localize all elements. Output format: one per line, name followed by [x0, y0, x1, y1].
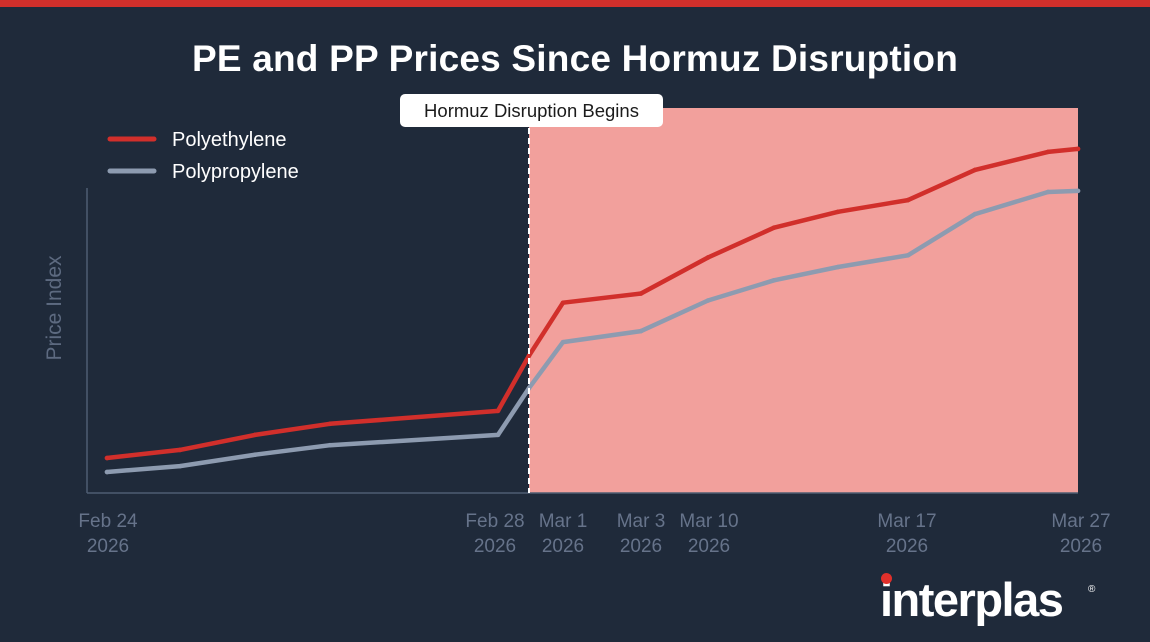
data-point-polyethylene-11 — [905, 197, 911, 203]
data-point-polyethylene-7 — [638, 291, 644, 296]
data-point-polypropylene-6 — [560, 339, 566, 345]
x-tick-label-1: Feb 28 — [465, 511, 524, 532]
x-tick-year-0: 2026 — [87, 536, 129, 557]
y-axis-label: Price Index — [43, 255, 66, 361]
data-point-polypropylene-13 — [1045, 189, 1051, 195]
brand-logo: interplas — [880, 572, 1064, 628]
data-point-polypropylene-14 — [1075, 188, 1081, 194]
data-point-polyethylene-13 — [1045, 149, 1051, 155]
data-point-polyethylene-3 — [327, 421, 333, 427]
x-tick-year-3: 2026 — [620, 536, 662, 557]
data-point-polypropylene-4 — [495, 432, 501, 438]
data-point-polyethylene-1 — [177, 447, 183, 453]
x-tick-year-4: 2026 — [688, 536, 730, 557]
disruption-shaded-area — [529, 108, 1078, 493]
x-tick-year-2: 2026 — [542, 536, 584, 557]
data-point-polyethylene-4 — [495, 408, 501, 414]
data-point-polypropylene-8 — [705, 298, 711, 303]
event-callout-box — [400, 94, 663, 127]
data-point-polypropylene-9 — [771, 277, 777, 283]
legend-label-polypropylene: Polypropylene — [172, 161, 299, 183]
data-point-polypropylene-7 — [638, 328, 644, 334]
data-point-polypropylene-12 — [972, 211, 978, 217]
x-tick-label-4: Mar 10 — [679, 511, 738, 532]
top-accent-bar — [0, 0, 1150, 7]
data-point-polyethylene-10 — [835, 209, 841, 215]
x-tick-label-6: Mar 27 — [1051, 511, 1110, 532]
data-point-polyethylene-8 — [705, 255, 711, 260]
data-point-polyethylene-5 — [526, 353, 532, 359]
x-tick-year-6: 2026 — [1060, 536, 1102, 557]
brand-logo-text: interplas — [880, 573, 1064, 626]
x-tick-label-3: Mar 3 — [617, 511, 666, 532]
x-tick-label-5: Mar 17 — [877, 511, 936, 532]
data-point-polyethylene-0 — [104, 455, 110, 461]
data-point-polypropylene-0 — [104, 469, 110, 475]
data-point-polyethylene-9 — [771, 225, 777, 230]
legend-label-polyethylene: Polyethylene — [172, 129, 287, 151]
logo-dot-icon — [881, 573, 892, 584]
registered-mark-icon: ® — [1088, 584, 1096, 595]
data-point-polypropylene-11 — [905, 252, 911, 258]
data-point-polypropylene-2 — [252, 452, 258, 458]
x-tick-label-2: Mar 1 — [539, 511, 588, 532]
data-point-polypropylene-1 — [177, 463, 183, 469]
data-point-polyethylene-2 — [252, 432, 258, 438]
chart-title: PE and PP Prices Since Hormuz Disruption — [191, 38, 958, 79]
x-tick-year-5: 2026 — [886, 536, 928, 557]
event-callout-label: Hormuz Disruption Begins — [424, 100, 639, 121]
data-point-polypropylene-3 — [327, 442, 333, 448]
x-tick-year-1: 2026 — [474, 536, 516, 557]
data-point-polypropylene-10 — [835, 264, 841, 270]
x-tick-label-0: Feb 24 — [78, 511, 138, 532]
data-point-polyethylene-12 — [972, 167, 978, 173]
data-point-polyethylene-14 — [1075, 146, 1081, 152]
data-point-polyethylene-6 — [560, 300, 566, 306]
